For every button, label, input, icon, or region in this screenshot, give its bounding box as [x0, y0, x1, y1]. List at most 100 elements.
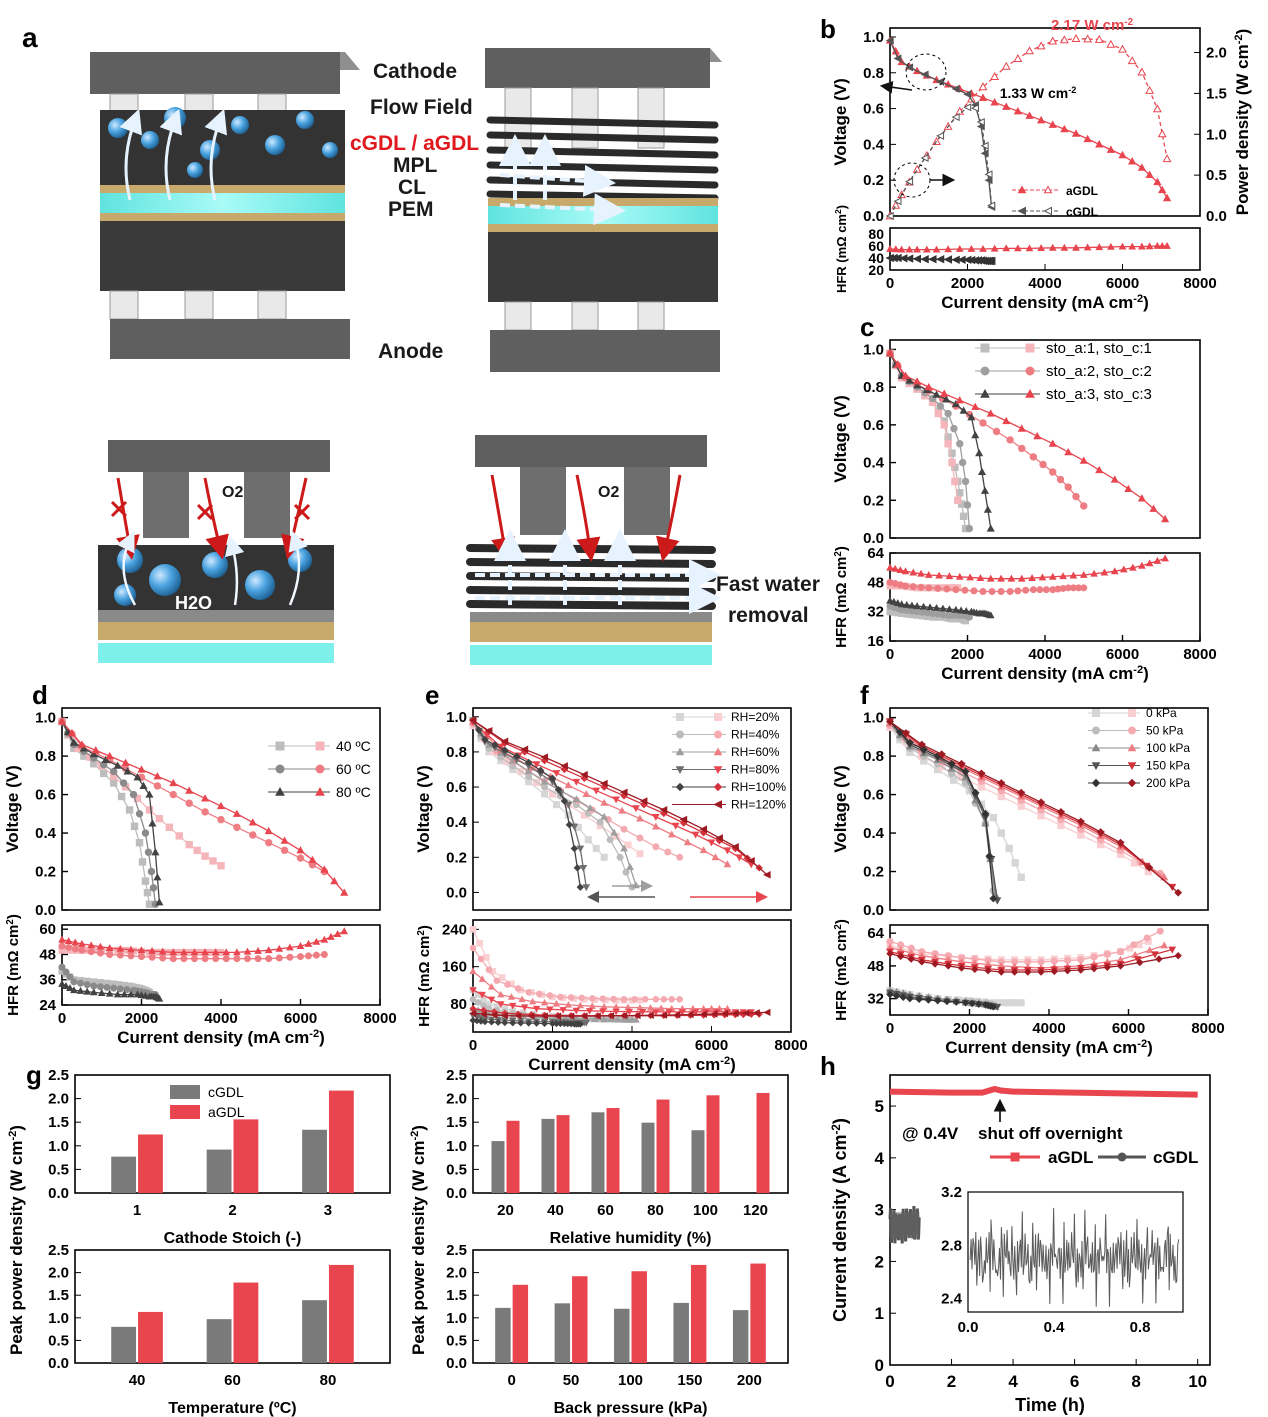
bar-cgdl	[111, 1156, 137, 1193]
data-point	[1083, 243, 1092, 251]
data-point	[155, 898, 164, 906]
data-point	[622, 868, 630, 876]
anode-plate	[110, 319, 350, 359]
data-point	[1110, 567, 1119, 575]
chart-d: 0.0 0.2 0.4 0.6 0.8 1.0 24 36 48 60 0 2000 4000 6000 8…	[3, 680, 397, 1047]
data-point	[1174, 888, 1183, 897]
data-point	[926, 603, 934, 611]
data-point	[232, 809, 241, 817]
category-label: 1	[133, 1202, 141, 1219]
legend-label: aGDL	[1066, 184, 1098, 198]
data-point	[96, 942, 105, 950]
data-point	[606, 836, 614, 844]
data-point	[254, 955, 262, 963]
data-point	[145, 806, 154, 814]
category-label: 80	[320, 1372, 337, 1389]
data-point	[928, 254, 937, 264]
tick-label: 6000	[1106, 275, 1139, 292]
data-point	[592, 845, 600, 853]
data-point	[897, 600, 906, 608]
data-point	[978, 93, 988, 101]
data-point	[1145, 559, 1154, 567]
data-point	[920, 153, 929, 162]
data-point	[924, 570, 933, 578]
data-point	[1143, 934, 1151, 942]
tick-label: 6000	[1106, 646, 1139, 663]
tick-label: 1.0	[446, 1138, 467, 1155]
tick-label: 8000	[1183, 646, 1216, 663]
tick-label: 20	[868, 262, 884, 278]
data-point	[978, 82, 988, 91]
series-line	[889, 106, 993, 217]
data-point	[619, 788, 628, 797]
data-point	[990, 244, 999, 252]
data-point	[116, 944, 125, 952]
x-axis-label: Back pressure (kPa)	[554, 1400, 708, 1417]
data-point	[935, 571, 943, 579]
data-point	[580, 1012, 588, 1020]
data-point	[1017, 574, 1026, 582]
data-point	[71, 938, 80, 946]
data-point	[1130, 859, 1139, 867]
data-point	[117, 792, 126, 801]
data-point	[141, 877, 150, 885]
data-point	[952, 605, 960, 613]
data-point	[891, 200, 901, 209]
tick-label: 4000	[1032, 1020, 1065, 1037]
data-point	[1048, 439, 1057, 447]
data-point	[249, 831, 257, 839]
data-point	[1168, 946, 1177, 954]
data-point	[64, 937, 73, 945]
data-point	[1153, 177, 1162, 186]
data-point	[742, 1009, 750, 1017]
data-point	[180, 948, 188, 956]
data-point	[1048, 572, 1057, 580]
legend-label: RH=40%	[731, 728, 780, 742]
data-point	[959, 406, 968, 414]
hfr-axis-label: HFR (mΩ cm2)	[833, 205, 849, 293]
series-agdl	[889, 1085, 1198, 1098]
bar-agdl	[328, 1264, 354, 1363]
data-point	[582, 790, 591, 797]
data-point	[1151, 951, 1159, 959]
data-point	[1006, 588, 1014, 595]
data-point	[244, 955, 251, 963]
stack-cgdl	[90, 52, 360, 359]
data-point	[100, 769, 108, 778]
data-point	[886, 596, 894, 604]
data-point	[612, 796, 620, 804]
data-point	[1037, 244, 1045, 251]
data-point	[934, 409, 943, 418]
data-point	[943, 255, 953, 264]
axis-frame	[61, 707, 381, 911]
data-point	[1048, 120, 1057, 128]
bar-agdl	[750, 1263, 766, 1363]
data-point	[1002, 102, 1011, 110]
data-point	[711, 853, 720, 861]
data-point	[676, 996, 684, 1003]
data-point	[957, 759, 966, 768]
data-point	[606, 1012, 615, 1020]
data-point	[570, 844, 579, 853]
bar-cgdl	[691, 1130, 705, 1193]
tick-label: 2.5	[446, 1067, 467, 1084]
data-point	[1103, 963, 1112, 971]
data-point	[484, 727, 493, 735]
data-point	[678, 1009, 686, 1016]
data-point	[1106, 145, 1116, 153]
data-point	[683, 838, 692, 846]
data-point	[763, 1008, 771, 1017]
data-point	[275, 764, 285, 774]
bar-agdl	[506, 1120, 520, 1193]
y-axis-label: Voltage (V)	[831, 765, 850, 853]
data-point	[955, 244, 964, 252]
data-point	[83, 987, 92, 995]
bar-agdl	[556, 1115, 570, 1193]
data-point	[936, 131, 945, 140]
data-point	[1128, 726, 1136, 735]
data-point	[1059, 572, 1067, 580]
series-line	[889, 40, 993, 208]
data-point	[616, 853, 624, 861]
tick-label: 16	[867, 633, 884, 650]
data-point	[469, 1016, 477, 1024]
